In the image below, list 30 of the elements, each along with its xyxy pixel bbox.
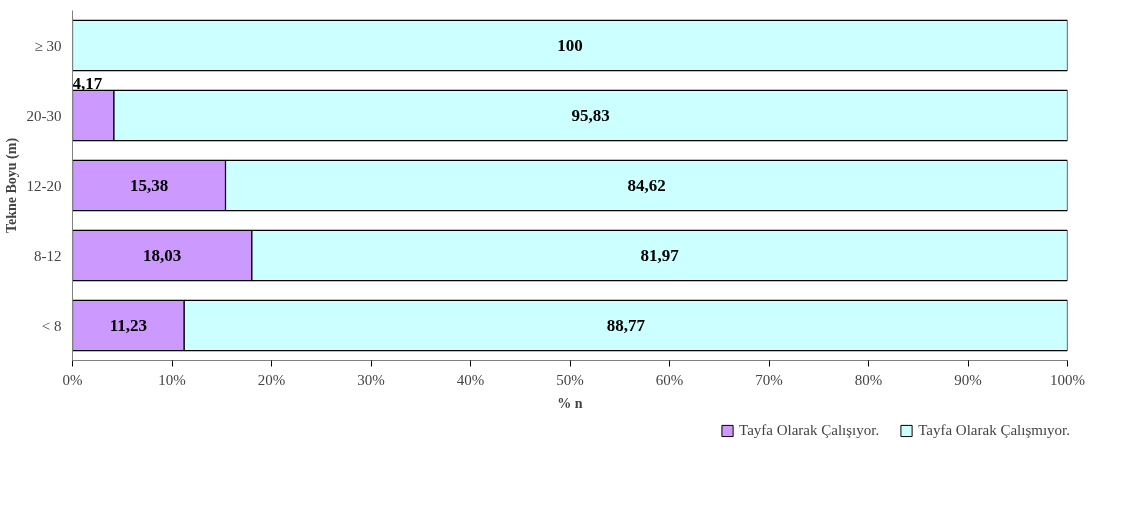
x-tick-label: 60% xyxy=(655,371,684,388)
x-tick-label: 0% xyxy=(62,371,83,388)
data-label: 100 xyxy=(557,36,583,55)
legend-label: Tayfa Olarak Çalışıyor. xyxy=(739,421,880,439)
data-label: 84,62 xyxy=(627,176,666,195)
x-tick-label: 100% xyxy=(1050,371,1085,388)
x-tick-label: 70% xyxy=(755,371,783,388)
x-tick-label: 90% xyxy=(954,371,982,388)
data-label: 81,97 xyxy=(640,246,680,265)
x-tick-label: 80% xyxy=(854,371,883,388)
x-tick-label: 40% xyxy=(456,371,485,388)
data-label: 18,03 xyxy=(143,246,182,265)
data-label: 88,77 xyxy=(606,316,646,335)
y-axis-title: Tekne Boyu (m) xyxy=(3,137,20,234)
data-label: 4,17 xyxy=(72,73,103,93)
data-label: 11,23 xyxy=(109,316,148,335)
legend-label: Tayfa Olarak Çalışmıyor. xyxy=(918,421,1070,439)
x-tick-label: 30% xyxy=(357,371,385,388)
y-tick-label: 8-12 xyxy=(34,247,62,264)
x-axis-title: % n xyxy=(557,395,583,411)
data-label: 15,38 xyxy=(129,176,169,195)
y-tick-label: 12-20 xyxy=(26,177,62,194)
data-label: 95,83 xyxy=(571,106,610,125)
x-tick-label: 50% xyxy=(556,371,584,388)
y-tick-label: 20-30 xyxy=(26,107,62,124)
bar xyxy=(72,19,1068,72)
y-tick-label: ≥ 30 xyxy=(34,37,62,54)
x-tick-label: 20% xyxy=(257,371,286,388)
x-tick-label: 10% xyxy=(158,371,186,388)
y-tick-label: < 8 xyxy=(41,317,62,334)
